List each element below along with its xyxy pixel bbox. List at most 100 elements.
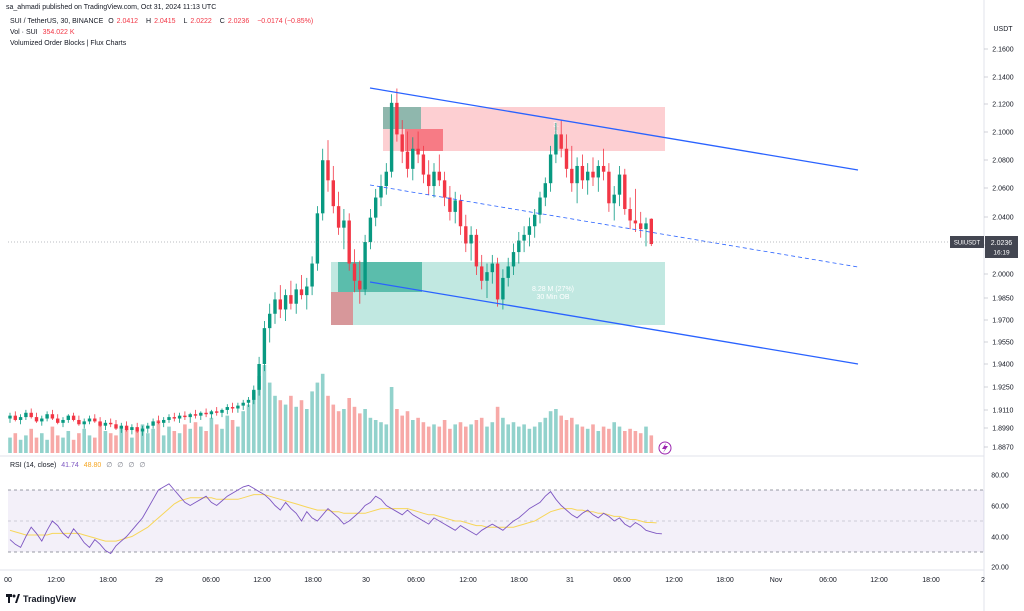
candle[interactable] <box>601 148 606 181</box>
candle[interactable] <box>278 285 282 319</box>
candle[interactable] <box>246 397 251 408</box>
rsi-axis[interactable]: 80.00 60.00 40.00 20.00 <box>991 473 1009 572</box>
candle[interactable] <box>109 418 113 428</box>
candle[interactable] <box>405 131 410 178</box>
candle[interactable] <box>432 163 436 198</box>
candle[interactable] <box>527 217 532 247</box>
candle[interactable] <box>427 160 431 195</box>
candle[interactable] <box>220 408 224 418</box>
candle[interactable] <box>146 422 150 433</box>
candle[interactable] <box>485 263 489 298</box>
candle[interactable] <box>209 409 214 419</box>
candle[interactable] <box>607 163 611 212</box>
candle[interactable] <box>458 194 463 235</box>
candle[interactable] <box>628 197 632 230</box>
candle[interactable] <box>40 415 44 426</box>
candle[interactable] <box>204 408 208 418</box>
candle[interactable] <box>612 186 616 221</box>
indicator-legend[interactable]: Volumized Order Blocks | Flux Charts <box>10 40 127 47</box>
candle[interactable] <box>575 157 579 204</box>
candle[interactable] <box>586 163 590 195</box>
candle[interactable] <box>124 421 129 432</box>
candle[interactable] <box>464 214 468 253</box>
candle[interactable] <box>511 243 516 276</box>
candle[interactable] <box>167 414 171 423</box>
candle[interactable] <box>649 218 653 247</box>
candle[interactable] <box>262 320 267 372</box>
candle[interactable] <box>199 411 203 420</box>
candle[interactable] <box>230 402 235 413</box>
candle[interactable] <box>93 414 97 423</box>
candle[interactable] <box>548 145 553 192</box>
candle[interactable] <box>644 217 648 247</box>
candle[interactable] <box>400 120 404 164</box>
candle[interactable] <box>347 213 351 271</box>
candle[interactable] <box>437 154 441 187</box>
candle[interactable] <box>490 254 494 284</box>
candle[interactable] <box>395 88 399 142</box>
candle[interactable] <box>591 157 595 187</box>
candle[interactable] <box>384 163 388 195</box>
candle[interactable] <box>310 256 314 296</box>
candle[interactable] <box>564 134 569 178</box>
candle[interactable] <box>268 303 272 343</box>
candle[interactable] <box>29 408 33 419</box>
candle[interactable] <box>172 412 176 422</box>
candlesticks[interactable] <box>8 88 653 436</box>
candle[interactable] <box>533 209 537 238</box>
candle[interactable] <box>363 234 367 296</box>
candle[interactable] <box>495 257 500 307</box>
candle[interactable] <box>342 209 346 250</box>
candle[interactable] <box>103 419 108 431</box>
candle[interactable] <box>119 422 123 433</box>
candle[interactable] <box>623 168 627 215</box>
candle[interactable] <box>294 283 298 314</box>
candle[interactable] <box>56 414 60 425</box>
candle[interactable] <box>193 409 198 419</box>
candle[interactable] <box>580 154 585 189</box>
candle[interactable] <box>299 275 304 300</box>
candle[interactable] <box>8 412 12 423</box>
volume-legend[interactable]: Vol · SUI 354.022 K <box>10 29 78 36</box>
candle[interactable] <box>289 280 293 310</box>
candle[interactable] <box>177 412 182 423</box>
candle[interactable] <box>77 415 81 426</box>
candle[interactable] <box>474 229 479 276</box>
candle[interactable] <box>538 191 542 224</box>
candle[interactable] <box>517 231 521 264</box>
candle[interactable] <box>273 292 277 324</box>
candle[interactable] <box>480 254 484 290</box>
candle[interactable] <box>34 412 39 423</box>
candle[interactable] <box>469 226 473 261</box>
candle[interactable] <box>543 177 547 207</box>
candle[interactable] <box>215 407 219 416</box>
candle[interactable] <box>421 145 426 184</box>
trend-channel[interactable] <box>369 87 859 365</box>
candle[interactable] <box>61 417 65 428</box>
candle[interactable] <box>453 191 457 224</box>
candle[interactable] <box>241 399 245 410</box>
candle[interactable] <box>596 160 600 192</box>
candle[interactable] <box>188 412 192 423</box>
candle[interactable] <box>183 411 187 420</box>
rsi-legend[interactable]: RSI (14, close) 41.74 48.80 ∅ ∅ ∅ ∅ <box>10 461 149 469</box>
candle[interactable] <box>368 209 373 250</box>
candle[interactable] <box>130 424 134 435</box>
time-axis[interactable]: 00 12:00 18:00 29 06:00 12:00 18:00 30 06:00 12:0… <box>4 577 985 584</box>
candle[interactable] <box>389 94 394 178</box>
candle[interactable] <box>151 418 155 429</box>
candle[interactable] <box>315 206 320 271</box>
candle[interactable] <box>305 277 309 310</box>
candle[interactable] <box>50 409 55 420</box>
symbol-legend[interactable]: SUI / TetherUS, 30, BINANCE O 2.0412 H 2.0… <box>10 18 316 25</box>
candle[interactable] <box>66 414 70 423</box>
candle[interactable] <box>98 417 102 428</box>
replay-icon[interactable] <box>658 441 672 455</box>
candle[interactable] <box>379 174 383 207</box>
candle[interactable] <box>554 122 558 164</box>
candle[interactable] <box>140 425 145 436</box>
candle[interactable] <box>24 409 28 420</box>
candle[interactable] <box>71 412 76 422</box>
candle[interactable] <box>442 171 447 207</box>
candle[interactable] <box>633 188 638 232</box>
